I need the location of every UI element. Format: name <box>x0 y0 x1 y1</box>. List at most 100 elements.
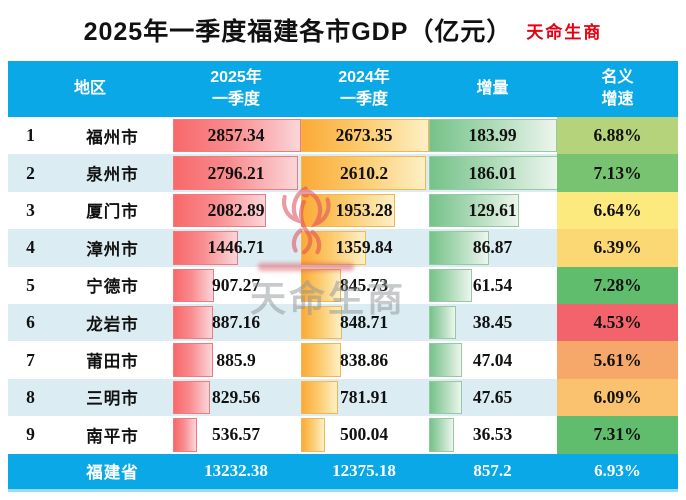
gdp-2024-cell: 2610.2 <box>300 154 428 191</box>
header-increment: 增量 <box>476 80 509 98</box>
rank-cell: 4 <box>26 237 35 258</box>
table-header-row: 地区 2025年 一季度 2024年 一季度 增量 名义 增速 <box>8 61 678 117</box>
gdp-2024-cell: 838.86 <box>300 341 428 378</box>
increment-cell: 186.01 <box>428 154 558 191</box>
increment-bar <box>429 305 456 340</box>
gdp-2025-value: 2796.21 <box>207 162 265 183</box>
growth-cell: 6.64% <box>557 191 678 230</box>
growth-cell: 6.88% <box>557 117 678 155</box>
gdp-2025-cell: 2082.89 <box>172 192 300 229</box>
gdp-2025-bar <box>173 231 238 265</box>
brand-label: 天命生商 <box>526 22 603 42</box>
header-region: 地区 <box>73 80 106 98</box>
gdp-2025-cell: 887.16 <box>172 304 300 341</box>
gdp-2025-cell: 2857.34 <box>172 117 301 154</box>
increment-bar <box>429 418 455 452</box>
growth-cell: 5.61% <box>557 341 678 379</box>
increment-cell: 86.87 <box>428 229 557 266</box>
rank-cell: 2 <box>26 162 35 183</box>
gdp-2024-cell: 1953.28 <box>300 192 428 229</box>
increment-bar <box>429 268 472 302</box>
gdp-2024-value: 838.86 <box>339 349 389 370</box>
increment-value: 36.53 <box>472 424 513 445</box>
gdp-2024-value: 1359.84 <box>335 237 393 258</box>
page-title: 2025年一季度福建各市GDP（亿元） <box>83 18 513 46</box>
gdp-2025-bar <box>173 305 213 340</box>
increment-cell: 61.54 <box>428 267 557 304</box>
rank-cell: 8 <box>26 386 35 407</box>
increment-cell: 38.45 <box>428 304 557 341</box>
header-growth: 名义 增速 <box>601 69 634 108</box>
table-row: 6 龙岩市 887.16 848.71 38.45 4.53% <box>8 303 678 342</box>
gdp-2025-bar <box>173 156 299 190</box>
gdp-2024-value: 2673.35 <box>335 125 393 146</box>
increment-value: 47.04 <box>472 349 513 370</box>
increment-value: 183.99 <box>468 125 517 146</box>
gdp-2025-bar <box>173 380 211 415</box>
title-bar: 2025年一季度福建各市GDP（亿元） 天命生商 <box>0 0 686 60</box>
rank-cell: 7 <box>26 349 35 370</box>
gdp-2024-bar <box>301 343 342 377</box>
gdp-2024-bar <box>301 418 325 452</box>
gdp-2025-value: 2082.89 <box>207 199 265 220</box>
gdp-2024-bar <box>301 119 429 153</box>
increment-bar <box>429 380 463 415</box>
header-q1-2024: 2024年 一季度 <box>338 69 390 108</box>
total-growth: 6.93% <box>594 461 641 481</box>
gdp-2024-cell: 781.91 <box>300 379 428 416</box>
total-q1-2024: 12375.18 <box>332 461 396 481</box>
city-cell: 南平市 <box>86 427 139 446</box>
gdp-2025-value: 1446.71 <box>207 237 265 258</box>
rank-cell: 1 <box>26 125 35 146</box>
gdp-2025-value: 887.16 <box>211 312 261 333</box>
gdp-2025-value: 536.57 <box>211 424 261 445</box>
gdp-2024-bar <box>301 156 426 190</box>
city-cell: 厦门市 <box>86 203 139 222</box>
gdp-2025-value: 2857.34 <box>207 125 265 146</box>
gdp-2024-cell: 848.71 <box>300 304 428 341</box>
total-increment: 857.2 <box>473 461 512 481</box>
increment-cell: 47.65 <box>428 379 557 416</box>
increment-cell: 36.53 <box>428 416 557 453</box>
gdp-2025-cell: 2796.21 <box>172 154 300 191</box>
gdp-2024-bar <box>301 380 339 415</box>
table-total-row: 福建省 13232.38 12375.18 857.2 6.93% <box>8 453 678 492</box>
increment-bar <box>429 343 462 377</box>
growth-cell: 7.13% <box>557 154 678 192</box>
city-cell: 宁德市 <box>86 278 139 297</box>
increment-bar <box>429 156 558 190</box>
table-row: 7 莆田市 885.9 838.86 47.04 5.61% <box>8 341 678 379</box>
gdp-2024-value: 1953.28 <box>335 199 393 220</box>
gdp-2025-bar <box>173 119 301 153</box>
gdp-2025-bar <box>173 343 213 377</box>
increment-cell: 47.04 <box>428 341 557 378</box>
header-q1-2025: 2025年 一季度 <box>210 69 262 108</box>
increment-bar <box>429 119 557 153</box>
growth-cell: 6.09% <box>557 378 678 417</box>
increment-value: 47.65 <box>472 386 513 407</box>
total-q1-2025: 13232.38 <box>204 461 268 481</box>
table-row: 4 漳州市 1446.71 1359.84 86.87 6.39% <box>8 229 678 267</box>
table-row: 9 南平市 536.57 500.04 36.53 7.31% <box>8 416 678 454</box>
increment-cell: 183.99 <box>428 117 557 154</box>
gdp-2024-cell: 500.04 <box>300 416 428 453</box>
table-row: 5 宁德市 907.27 845.73 61.54 7.28% <box>8 266 678 304</box>
gdp-table: 地区 2025年 一季度 2024年 一季度 增量 名义 增速 1 福州市 28… <box>8 61 678 492</box>
gdp-2025-bar <box>173 193 267 228</box>
growth-cell: 6.39% <box>557 229 678 267</box>
city-cell: 漳州市 <box>86 240 139 259</box>
total-region-label: 福建省 <box>86 464 139 483</box>
increment-value: 38.45 <box>472 312 513 333</box>
gdp-2025-cell: 1446.71 <box>172 229 300 266</box>
city-cell: 福州市 <box>86 128 139 147</box>
rank-cell: 9 <box>26 424 35 445</box>
rank-cell: 6 <box>26 312 35 333</box>
gdp-2025-bar <box>173 418 198 452</box>
increment-cell: 129.61 <box>428 192 557 229</box>
table-row: 1 福州市 2857.34 2673.35 183.99 6.88% <box>8 117 678 155</box>
city-cell: 莆田市 <box>86 353 139 372</box>
gdp-2025-bar <box>173 268 214 302</box>
growth-cell: 4.53% <box>557 303 678 342</box>
gdp-2024-cell: 845.73 <box>300 267 428 304</box>
